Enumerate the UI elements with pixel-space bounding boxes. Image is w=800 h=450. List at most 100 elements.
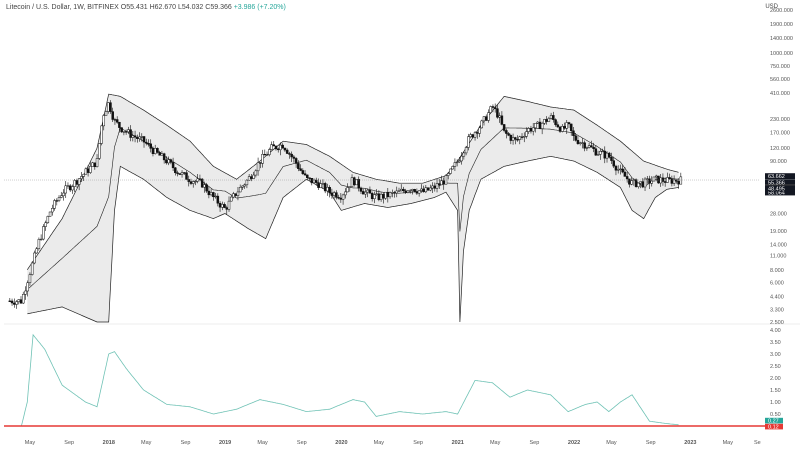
- candle: [75, 180, 79, 185]
- candle: [368, 189, 372, 194]
- candle: [386, 191, 390, 198]
- candle: [28, 274, 32, 284]
- candle: [373, 194, 376, 199]
- candle: [62, 192, 65, 197]
- candle: [183, 172, 186, 174]
- y-tick-label: 170.000: [770, 130, 790, 136]
- candle: [95, 158, 99, 167]
- candle: [84, 168, 88, 175]
- candle: [33, 252, 36, 264]
- candle: [603, 150, 607, 159]
- candle: [393, 192, 396, 194]
- candle: [98, 143, 101, 159]
- candle: [429, 187, 432, 191]
- candle: [82, 174, 85, 177]
- candle: [37, 239, 41, 250]
- candle: [364, 191, 367, 195]
- indicator-tag-bg: [765, 423, 783, 430]
- candle: [534, 123, 537, 129]
- candle: [281, 144, 284, 149]
- candle: [346, 187, 349, 193]
- candle: [227, 200, 231, 210]
- candle: [643, 178, 647, 188]
- candle: [605, 152, 609, 159]
- price-tag-bg: [765, 185, 795, 192]
- candle: [464, 147, 468, 154]
- candle: [310, 178, 314, 184]
- candle: [540, 122, 544, 129]
- candle: [538, 121, 542, 129]
- y-tick-label: 28.000: [770, 211, 787, 217]
- candle: [276, 148, 280, 151]
- candle: [247, 176, 251, 181]
- candle: [549, 115, 553, 119]
- x-tick-label: Sep: [297, 440, 307, 446]
- candle: [473, 132, 477, 138]
- y-tick-label: 230.000: [770, 117, 790, 123]
- candle: [60, 195, 63, 198]
- candle: [120, 127, 123, 133]
- price-tag: 58.064: [768, 190, 785, 196]
- candle: [86, 168, 90, 173]
- indicator-y-tick: 1.00: [770, 400, 781, 406]
- change-value: +3.986 (+7.20%): [233, 4, 286, 11]
- price-tag: 63.662: [768, 174, 785, 180]
- candle: [274, 145, 278, 150]
- candle: [357, 179, 360, 189]
- candle: [115, 119, 119, 123]
- y-tick-label: 750.000: [770, 64, 790, 70]
- candle: [460, 155, 463, 162]
- y-tick-label: 11.000: [770, 253, 786, 259]
- candle: [677, 181, 680, 185]
- candle: [133, 135, 137, 138]
- candle: [397, 190, 401, 192]
- candle: [659, 177, 662, 184]
- candle: [572, 130, 575, 136]
- candle: [167, 159, 170, 164]
- candle: [672, 179, 676, 184]
- candle: [348, 186, 352, 188]
- candle: [268, 149, 271, 155]
- candle: [518, 136, 522, 140]
- candle: [484, 116, 488, 121]
- candle: [111, 111, 114, 120]
- candle: [619, 168, 622, 171]
- candle: [476, 132, 479, 134]
- candle: [136, 136, 139, 139]
- x-tick-label: 2023: [684, 440, 696, 446]
- candle: [585, 147, 589, 149]
- candle: [89, 166, 92, 173]
- candle: [279, 144, 282, 151]
- y-tick-label: 14.000: [770, 243, 787, 249]
- band-fill: [27, 94, 679, 322]
- candle: [254, 170, 258, 176]
- chart-header: Litecoin / U.S. Dollar, 1W, BITFINEX O55…: [6, 4, 286, 11]
- candle: [399, 188, 403, 192]
- candle: [216, 195, 220, 204]
- candle: [142, 136, 146, 143]
- candle: [335, 192, 338, 198]
- candle: [652, 176, 656, 182]
- candle: [590, 145, 593, 148]
- candle: [24, 290, 27, 295]
- candle: [106, 102, 110, 112]
- candle: [225, 207, 229, 210]
- candle: [238, 187, 242, 193]
- candle: [198, 178, 202, 180]
- candle: [353, 177, 356, 186]
- candle: [285, 149, 289, 154]
- candle: [545, 119, 548, 122]
- price-tag-bg: [765, 189, 795, 196]
- y-tick-label: 1400.000: [770, 36, 793, 42]
- candle: [317, 182, 320, 188]
- candle: [482, 116, 486, 122]
- candle: [51, 208, 54, 213]
- x-tick-label: May: [723, 440, 734, 446]
- candle: [561, 126, 564, 132]
- indicator-tag: 0.27: [768, 419, 779, 425]
- candle: [26, 282, 29, 292]
- candle: [299, 168, 302, 171]
- indicator-y-tick: 0.50: [770, 412, 781, 418]
- candle: [547, 118, 551, 122]
